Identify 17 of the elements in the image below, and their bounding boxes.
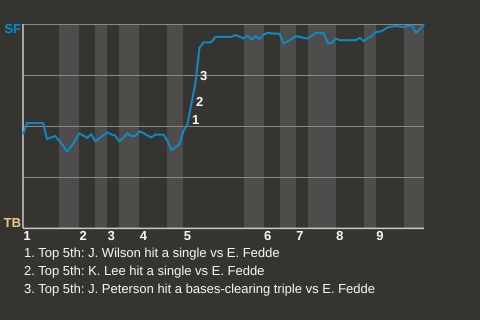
text: TB [4, 215, 21, 230]
text: 2. Top 5th: K. Lee hit a single vs E. Fedde [24, 262, 266, 280]
x-tick-label: 6 [264, 228, 272, 243]
annotation: 1 [192, 112, 200, 127]
x-tick-label: 9 [376, 228, 384, 243]
text: SF [4, 21, 21, 36]
x-tick-label: 2 [80, 228, 87, 243]
x-tick-label: 4 [140, 228, 148, 243]
text: 1. Top 5th: J. Wilson hit a single vs E. Fedde [24, 244, 281, 262]
annotation: 2 [196, 94, 204, 109]
x-tick-label: 5 [184, 228, 192, 243]
annotation: 3 [200, 68, 208, 83]
x-tick-label: 1 [23, 228, 31, 243]
x-tick-label: 3 [108, 228, 115, 243]
x-tick-label: 8 [336, 228, 344, 243]
x-tick-label: 7 [296, 228, 304, 243]
text: 3. Top 5th: J. Peterson hit a bases-clearing triple vs E. Fedde [24, 280, 375, 298]
